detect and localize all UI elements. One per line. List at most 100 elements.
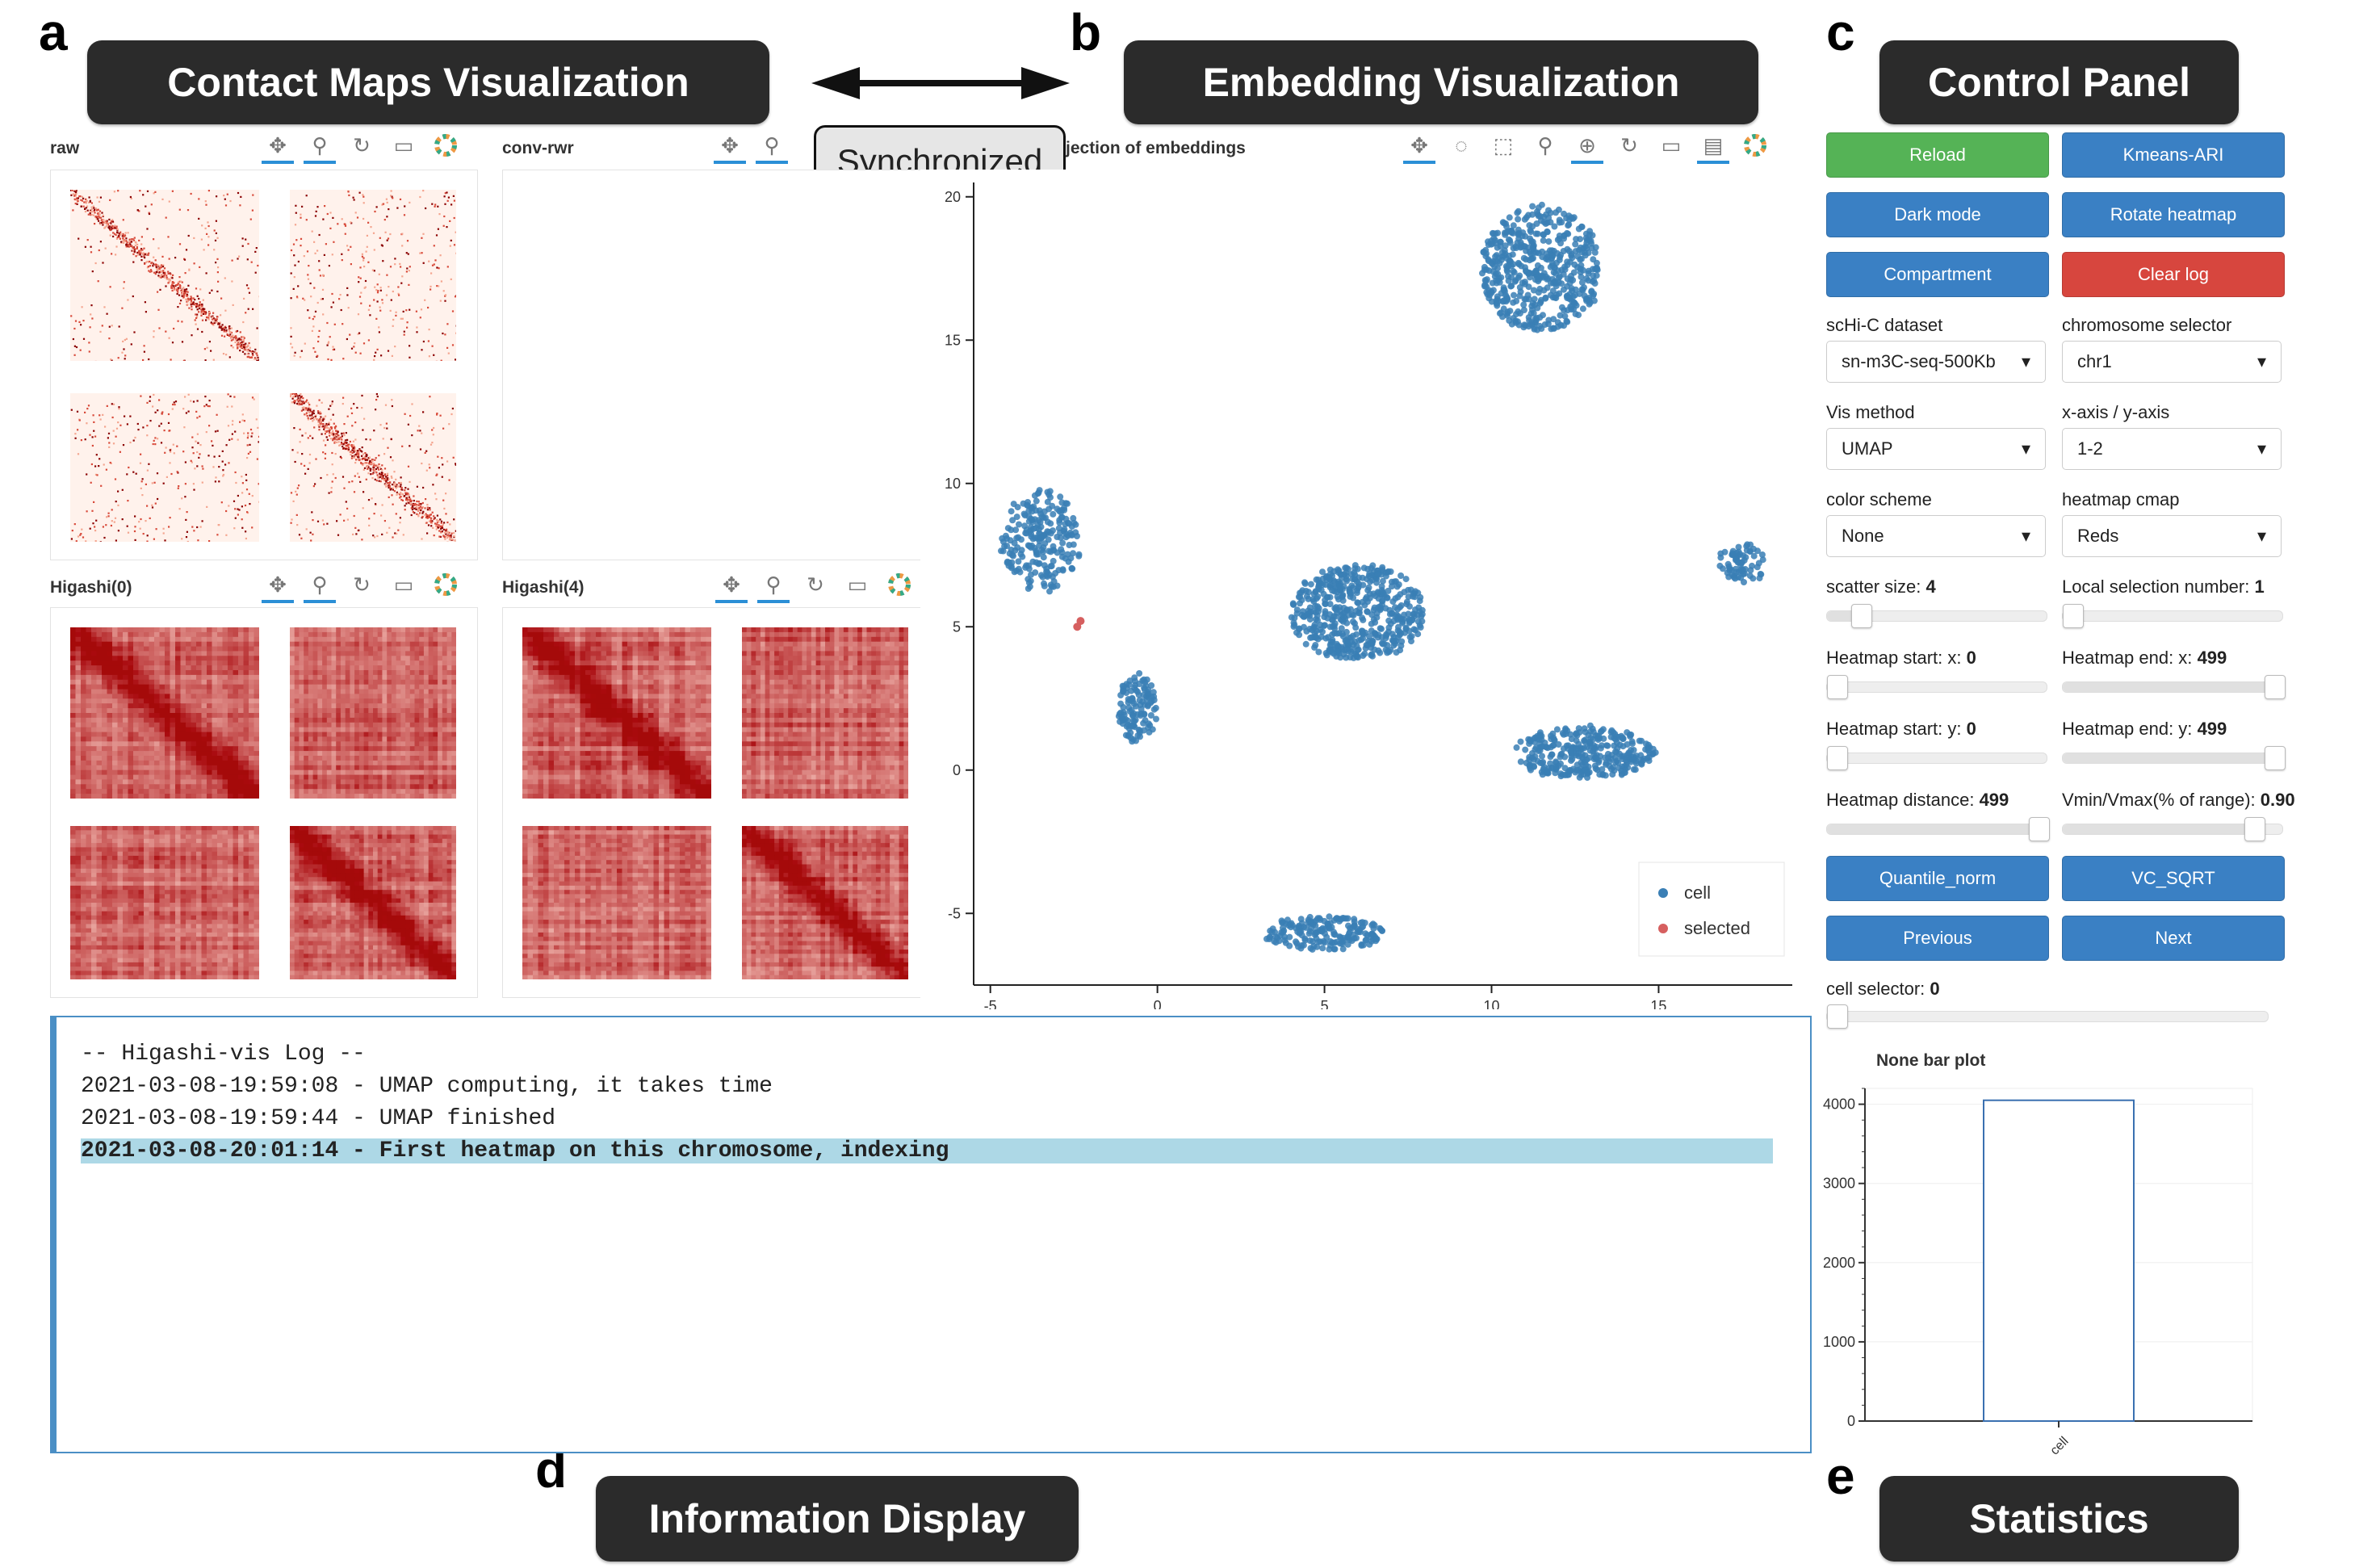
pan-icon[interactable]: ✥ (262, 571, 294, 603)
bokeh-logo-icon[interactable] (430, 132, 462, 159)
scatter-point-cell (1019, 553, 1026, 560)
scatter-point-cell (1632, 766, 1639, 774)
scatter-size-slider[interactable] (1826, 604, 2047, 628)
slider-handle[interactable] (1827, 746, 1848, 770)
wheel-zoom-icon[interactable]: ⚲ (757, 571, 790, 603)
heatmap-panel-higashi-4[interactable] (502, 607, 930, 998)
embedding-scatter-plot[interactable]: -5 0 5 10 15 20 15 10 5 0 -5 cell selected (920, 170, 1800, 1009)
lasso-select-icon[interactable]: ◌ (1455, 132, 1468, 157)
scatter-point-cell (1374, 571, 1381, 578)
reset-icon[interactable]: ↻ (353, 572, 371, 597)
scatter-point-cell (1120, 688, 1127, 695)
save-icon[interactable]: ▭ (393, 132, 414, 157)
heatmap-higashi4-1 (522, 627, 711, 799)
vmin-vmax-slider[interactable] (2062, 817, 2283, 841)
scatter-point-cell (1572, 286, 1579, 293)
scatter-point-cell (1361, 602, 1368, 609)
axis-select[interactable]: 1-2 ▾ (2062, 428, 2282, 470)
quantile-norm-button[interactable]: Quantile_norm (1826, 856, 2049, 901)
scatter-point-cell (1330, 630, 1338, 637)
scatter-point-cell (1586, 295, 1593, 301)
scatter-point-cell (1591, 762, 1599, 769)
pan-icon[interactable]: ✥ (714, 132, 746, 164)
pan-icon[interactable]: ✥ (262, 132, 294, 164)
scatter-point-cell (1535, 748, 1542, 754)
wheel-zoom-icon[interactable]: ⚲ (304, 571, 336, 603)
heatmap-panel-conv-rwr[interactable] (502, 170, 930, 560)
scatter-legend[interactable]: cell selected (1638, 862, 1785, 957)
heatmap-panel-raw[interactable] (50, 170, 478, 560)
cell-selector-slider[interactable] (1826, 1004, 2269, 1029)
reset-icon[interactable]: ↻ (807, 572, 824, 597)
reset-icon[interactable]: ↻ (1620, 132, 1638, 157)
vc-sqrt-button[interactable]: VC_SQRT (2062, 856, 2285, 901)
previous-button[interactable]: Previous (1826, 916, 2049, 961)
scatter-point-cell (1550, 742, 1557, 749)
scatter-point-cell (1013, 567, 1020, 574)
hover-icon[interactable]: ▤ (1697, 132, 1729, 164)
scatter-point-cell (1302, 640, 1309, 648)
toolbar-embedding: ✥ ◌ ⬚ ⚲ ⊕ ↻ ▭ ▤ (1403, 131, 1771, 164)
slider-handle[interactable] (1827, 1004, 1848, 1029)
bokeh-logo-icon[interactable] (430, 571, 462, 598)
bar[interactable] (1983, 1099, 2135, 1422)
heatmap-panel-higashi-0[interactable] (50, 607, 478, 998)
dark-mode-button[interactable]: Dark mode (1826, 192, 2049, 237)
scatter-point-cell (1355, 646, 1362, 653)
scatter-point-cell (1561, 753, 1569, 761)
pan-icon[interactable]: ✥ (1403, 132, 1435, 164)
chromosome-select[interactable]: chr1 ▾ (2062, 341, 2282, 383)
scatter-point-cell (1144, 702, 1151, 710)
slider-handle[interactable] (1827, 675, 1848, 699)
slider-handle[interactable] (2265, 746, 2286, 770)
log-line: -- Higashi-vis Log -- (81, 1042, 366, 1067)
save-icon[interactable]: ▭ (1661, 132, 1682, 157)
scatter-point-cell (1038, 547, 1046, 553)
slider-handle[interactable] (2244, 817, 2265, 841)
heatmap-distance-slider[interactable] (1826, 817, 2050, 841)
scatter-point-cell (1406, 619, 1413, 627)
compartment-button[interactable]: Compartment (1826, 252, 2049, 297)
scatter-point-cell (1531, 296, 1538, 303)
wheel-zoom-icon[interactable]: ⚲ (756, 132, 788, 164)
slider-handle[interactable] (2265, 675, 2286, 699)
clear-log-button[interactable]: Clear log (2062, 252, 2285, 297)
next-button[interactable]: Next (2062, 916, 2285, 961)
local-selection-slider[interactable] (2062, 604, 2283, 628)
heatmap-end-x-slider[interactable] (2062, 675, 2286, 699)
scatter-point-cell (1296, 626, 1302, 633)
save-icon[interactable]: ▭ (847, 572, 868, 597)
slider-handle[interactable] (1851, 604, 1872, 628)
heatmap-start-y-slider[interactable] (1826, 746, 2047, 770)
scatter-point-cell (1517, 758, 1524, 765)
box-select-icon[interactable]: ⬚ (1493, 132, 1514, 157)
pan-icon[interactable]: ✥ (715, 571, 748, 603)
reset-icon[interactable]: ↻ (353, 132, 371, 157)
dataset-select[interactable]: sn-m3C-seq-500Kb ▾ (1826, 341, 2046, 383)
slider-handle[interactable] (2029, 817, 2050, 841)
statistics-bar-chart[interactable]: 0 1000 2000 3000 4000 cell (1817, 1074, 2269, 1478)
bokeh-logo-icon[interactable] (883, 571, 916, 598)
chevron-down-icon: ▾ (2021, 438, 2030, 459)
zoom-in-icon[interactable]: ⊕ (1571, 132, 1603, 164)
wheel-zoom-icon[interactable]: ⚲ (1537, 132, 1553, 157)
scatter-point-cell (1306, 626, 1314, 632)
info-log-panel[interactable]: -- Higashi-vis Log -- 2021-03-08-19:59:0… (50, 1016, 1812, 1453)
reload-button[interactable]: Reload (1826, 132, 2049, 178)
slider-handle[interactable] (2063, 604, 2084, 628)
color-scheme-select[interactable]: None ▾ (1826, 515, 2046, 557)
wheel-zoom-icon[interactable]: ⚲ (304, 132, 336, 164)
scatter-point-cell (1140, 727, 1147, 734)
scatter-point-cell (1406, 634, 1414, 641)
x-tick-label: 0 (1154, 998, 1162, 1009)
heatmap-end-y-slider[interactable] (2062, 746, 2286, 770)
kmeans-ari-button[interactable]: Kmeans-ARI (2062, 132, 2285, 178)
save-icon[interactable]: ▭ (393, 572, 414, 597)
heatmap-start-x-slider[interactable] (1826, 675, 2047, 699)
rotate-heatmap-button[interactable]: Rotate heatmap (2062, 192, 2285, 237)
vis-method-select[interactable]: UMAP ▾ (1826, 428, 2046, 470)
scatter-point-cell (1153, 715, 1159, 723)
scatter-point-cell (1035, 560, 1042, 568)
bokeh-logo-icon[interactable] (1739, 132, 1771, 159)
heatmap-cmap-select[interactable]: Reds ▾ (2062, 515, 2282, 557)
